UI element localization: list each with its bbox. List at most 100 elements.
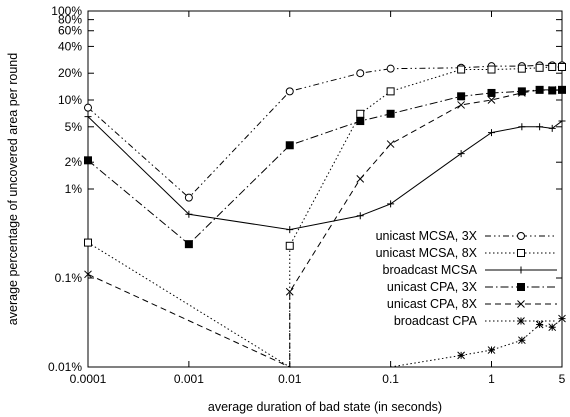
data-point <box>386 140 395 148</box>
legend-label: unicast MCSA, 3X <box>376 229 478 243</box>
data-point <box>285 287 294 296</box>
data-point <box>535 86 544 94</box>
data-point <box>517 283 525 291</box>
data-point <box>487 96 496 104</box>
data-point <box>558 314 566 323</box>
series-line <box>87 64 562 199</box>
y-tick-label: 1% <box>65 182 83 196</box>
data-point <box>457 101 465 109</box>
legend-item: broadcast MCSA <box>383 263 557 277</box>
y-tick-label: 0.01% <box>48 360 82 374</box>
data-point <box>356 175 365 183</box>
series <box>84 85 566 249</box>
data-point <box>517 64 526 73</box>
x-tick-label: 0.01 <box>278 372 302 386</box>
data-point <box>286 226 294 234</box>
data-point <box>487 88 496 97</box>
y-tick-label: 60% <box>58 24 82 38</box>
legend-item: unicast CPA, 3X <box>387 280 557 294</box>
legend-item: unicast MCSA, 8X <box>376 246 557 260</box>
series <box>84 113 566 234</box>
series-line <box>87 66 562 368</box>
data-point <box>285 87 294 96</box>
data-point <box>457 351 465 360</box>
data-point <box>184 240 193 249</box>
data-point <box>517 87 526 96</box>
data-point <box>558 62 566 71</box>
data-point <box>548 323 557 332</box>
data-point <box>517 232 525 240</box>
data-point <box>356 117 365 126</box>
data-point <box>386 87 395 96</box>
series <box>84 62 566 368</box>
y-tick-label: 40% <box>58 39 82 53</box>
legend-item: unicast MCSA, 3X <box>376 229 557 243</box>
data-point <box>386 109 395 118</box>
legend-item: broadcast CPA <box>394 314 557 328</box>
data-point <box>517 266 525 274</box>
y-tick-label: 2% <box>65 155 83 169</box>
data-point <box>84 113 92 121</box>
y-axis-label: average percentage of uncovered area per… <box>6 53 20 325</box>
data-point <box>185 210 193 218</box>
legend-label: broadcast MCSA <box>383 263 478 277</box>
data-point <box>517 317 525 325</box>
data-point <box>285 141 294 150</box>
data-point <box>84 238 92 247</box>
data-point <box>387 200 395 208</box>
data-point <box>518 89 526 97</box>
data-point <box>356 212 364 220</box>
legend-label: broadcast CPA <box>394 314 478 328</box>
y-tick-label: 0.1% <box>55 271 83 285</box>
data-point <box>356 109 365 118</box>
data-point <box>518 123 526 131</box>
data-point <box>457 65 466 74</box>
series-line <box>87 89 563 245</box>
data-point <box>558 86 566 94</box>
x-tick-label: 1 <box>488 372 495 386</box>
legend-label: unicast CPA, 8X <box>387 297 478 311</box>
data-point <box>535 320 544 329</box>
data-point <box>536 123 544 131</box>
data-point <box>457 150 465 158</box>
y-tick-label: 100% <box>51 4 82 18</box>
data-point <box>517 300 525 308</box>
legend: unicast MCSA, 3X unicast MCSA, 8X broadcas… <box>376 229 557 328</box>
data-point <box>457 92 466 101</box>
x-tick-label: 0.0001 <box>70 372 107 386</box>
data-point <box>84 156 92 165</box>
data-point <box>487 65 496 74</box>
series-line <box>87 116 563 231</box>
series <box>390 314 566 368</box>
data-point <box>487 346 496 354</box>
x-axis-label: average duration of bad state (in second… <box>208 400 442 414</box>
series <box>84 86 566 368</box>
x-tick-label: 0.1 <box>382 372 399 386</box>
legend-label: unicast CPA, 3X <box>387 280 478 294</box>
data-point <box>386 64 395 73</box>
data-point <box>84 103 92 112</box>
data-point <box>84 270 92 279</box>
data-point <box>184 193 193 202</box>
legend-item: unicast CPA, 8X <box>387 297 557 311</box>
axis-ticks: 0.0001 0.001 0.01 0.1 1 5 0.01% 0.1% 1% 2% 5% 10% 20… <box>48 4 566 386</box>
series-layer <box>84 61 566 368</box>
data-point <box>548 124 556 132</box>
x-tick-label: 0.001 <box>174 372 204 386</box>
y-tick-label: 80% <box>58 13 82 27</box>
data-point <box>558 117 566 125</box>
data-point <box>548 62 557 71</box>
x-tick-label: 5 <box>559 372 566 386</box>
legend-label: unicast MCSA, 8X <box>376 246 478 260</box>
y-tick-label: 20% <box>58 66 82 80</box>
data-point <box>517 249 525 257</box>
series-line <box>87 89 562 368</box>
data-point <box>285 241 294 250</box>
data-point <box>356 69 365 78</box>
y-tick-label: 5% <box>65 120 83 134</box>
data-point <box>535 63 544 72</box>
data-point <box>487 129 495 137</box>
data-point <box>518 336 526 345</box>
data-point <box>548 86 557 94</box>
